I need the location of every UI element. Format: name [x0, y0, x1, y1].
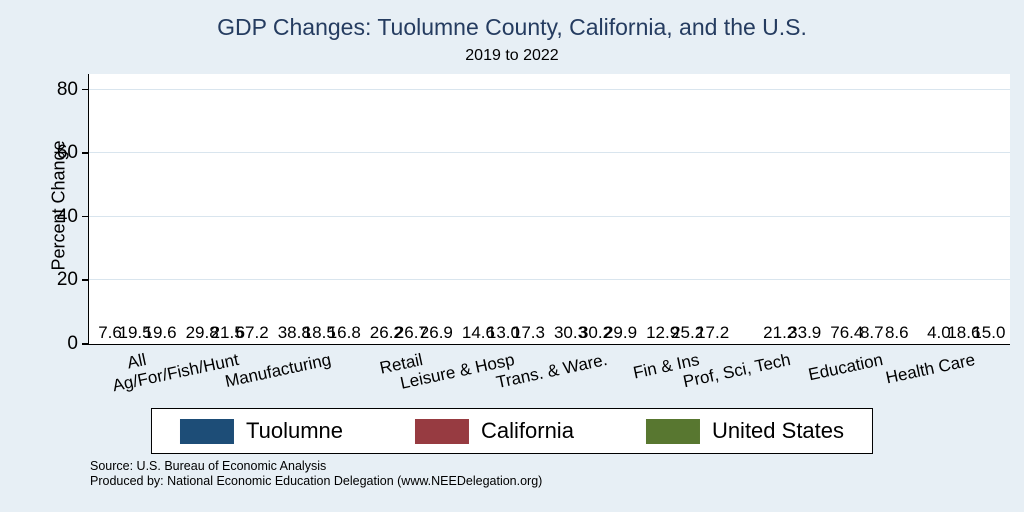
- bar-value-label: 25.2: [671, 323, 705, 342]
- bar-value-label: 18.6: [947, 323, 981, 342]
- y-tick-label: 20: [56, 269, 78, 291]
- bar-value-label: 14.6: [461, 323, 495, 342]
- y-tick-mark: [82, 152, 88, 154]
- bar-group: 30.3 30.2 29.9: [549, 74, 641, 344]
- bar-value-label: 21.5: [210, 323, 244, 342]
- legend-item-tuolumne: Tuolumne: [179, 418, 343, 444]
- bar-value-label: 17.2: [696, 323, 730, 342]
- bar-group: 76.4 8.7 8.6: [826, 74, 918, 344]
- bar-group: 12.9 25.2 17.2: [642, 74, 734, 344]
- bar-value-label: 29.9: [603, 323, 638, 342]
- bar-value-label: 15.0: [972, 323, 1006, 342]
- y-tick-mark: [82, 215, 88, 218]
- bar-value-label: 33.9: [788, 323, 822, 342]
- y-tick-label: 0: [67, 333, 78, 354]
- bar-value-label: 76.4: [830, 323, 864, 342]
- source-line-2: Produced by: National Economic Education…: [90, 474, 543, 488]
- bar-value-label: 8.6: [884, 323, 909, 342]
- y-tick-label: 60: [56, 142, 78, 164]
- x-tick-label: Manufacturing: [222, 350, 333, 391]
- y-tick-mark: [82, 88, 88, 91]
- legend-label: Tuolumne: [245, 418, 343, 443]
- y-tick-mark: [82, 279, 88, 281]
- bar-group: 7.6 19.5 19.6: [89, 74, 181, 344]
- legend-item-united-states: United States: [645, 418, 845, 444]
- bar-value-label: 7.6: [98, 323, 122, 342]
- x-tick-label: Education: [806, 350, 885, 385]
- gridline: [89, 152, 1010, 154]
- bar-value-label: 26.7: [394, 323, 428, 342]
- y-tick-mark: [82, 343, 88, 345]
- bar-group: 38.8 18.5 16.8: [273, 74, 365, 344]
- plot-area: 7.6 19.5 19.6 29.8 21.5 67.2 38.8 18.5 16.8 26.2 2…: [88, 74, 1010, 345]
- bar-value-label: 30.3: [553, 323, 588, 342]
- y-tick-label: 80: [56, 78, 78, 100]
- bar-value-label: 18.5: [302, 323, 336, 342]
- bar-value-label: 38.8: [277, 323, 311, 342]
- bar-value-label: 26.9: [419, 323, 453, 342]
- legend: Tuolumne California United States: [150, 408, 874, 454]
- legend-swatch: [179, 418, 234, 444]
- bar-value-label: 67.2: [235, 323, 269, 342]
- bar-value-label: 4.0: [927, 323, 951, 342]
- gridline: [89, 88, 1010, 90]
- bar-value-label: 17.3: [511, 323, 545, 342]
- gridline: [89, 279, 1010, 281]
- bar-value-label: 19.5: [118, 323, 152, 342]
- gridline: [89, 215, 1010, 217]
- bar-group: 4.0 18.6 15.0: [918, 74, 1010, 344]
- bar-group: 14.6 13.0 17.3: [457, 74, 549, 344]
- bar-value-label: 29.8: [185, 323, 219, 342]
- y-tick-label: 40: [56, 205, 78, 227]
- bar-value-label: 8.7: [859, 323, 884, 342]
- legend-swatch: [415, 418, 469, 444]
- bar-value-label: 16.8: [327, 323, 361, 342]
- legend-swatch: [645, 418, 700, 444]
- bar-groups: 7.6 19.5 19.6 29.8 21.5 67.2 38.8 18.5 16.8 26.2 2…: [89, 74, 1010, 344]
- bar-group: 21.2 33.9: [734, 74, 826, 344]
- legend-label: California: [481, 418, 574, 443]
- x-tick-label: Health Care: [884, 350, 977, 388]
- bar-value-label: 21.2: [763, 323, 797, 342]
- bar-group: 29.8 21.5 67.2: [181, 74, 273, 344]
- bar-value-label: 13.0: [486, 323, 520, 342]
- legend-label: United States: [711, 418, 845, 443]
- bar-value-label: 30.2: [578, 323, 613, 342]
- legend-item-california: California: [415, 418, 574, 444]
- chart-subtitle: 2019 to 2022: [465, 47, 559, 64]
- chart-title: GDP Changes: Tuolumne County, California…: [217, 14, 807, 40]
- bar-value-label: 26.2: [369, 323, 403, 342]
- source-note: Source: U.S. Bureau of Economic Analysis…: [90, 459, 542, 489]
- bar-value-label: 19.6: [143, 323, 177, 342]
- bar-group: 26.2 26.7 26.9: [365, 74, 457, 344]
- bar-value-label: 12.9: [646, 323, 680, 342]
- x-axis-tick-labels: All Ag/For/Fish/Hunt Manufacturing Retail Le…: [88, 350, 1009, 410]
- source-line-1: Source: U.S. Bureau of Economic Analysis: [90, 459, 327, 473]
